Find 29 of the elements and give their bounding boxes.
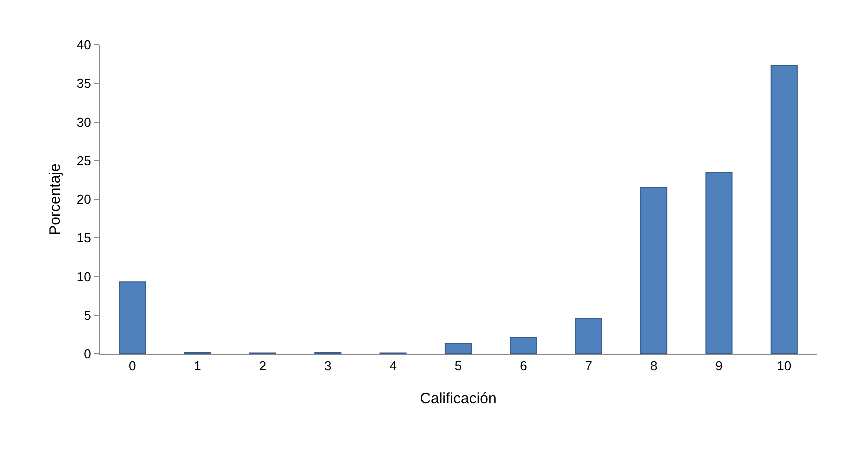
y-tick-label: 25 <box>76 153 92 168</box>
x-tick-label: 10 <box>777 358 792 374</box>
y-tick-label: 30 <box>76 114 92 130</box>
x-tick-label: 5 <box>454 358 462 374</box>
x-axis-title: Calificación <box>420 390 497 408</box>
y-tick-label: 0 <box>84 346 92 362</box>
bar <box>770 65 798 354</box>
x-tick-label: 3 <box>324 358 332 374</box>
y-tick-label: 15 <box>76 230 92 246</box>
bar <box>640 187 668 354</box>
bar <box>575 318 602 354</box>
y-tick-label: 20 <box>76 192 92 208</box>
bar <box>706 172 733 354</box>
bar <box>510 337 538 354</box>
y-tick-label: 35 <box>76 76 92 92</box>
x-tick-label: 7 <box>585 358 592 374</box>
x-tick-label: 0 <box>128 358 136 374</box>
x-tick-label: 9 <box>716 358 723 374</box>
x-tick-label: 4 <box>390 358 397 374</box>
bar <box>444 343 472 354</box>
x-tick-label: 2 <box>259 358 267 374</box>
y-axis-title: Porcentaje <box>47 164 64 236</box>
y-tick-label: 5 <box>84 308 92 323</box>
x-tick-label: 6 <box>520 358 528 374</box>
x-tick-label: 1 <box>194 358 202 374</box>
x-tick-label: 8 <box>650 358 658 374</box>
y-tick-label: 40 <box>76 38 92 53</box>
y-tick-label: 10 <box>76 269 92 284</box>
bar <box>119 282 146 354</box>
